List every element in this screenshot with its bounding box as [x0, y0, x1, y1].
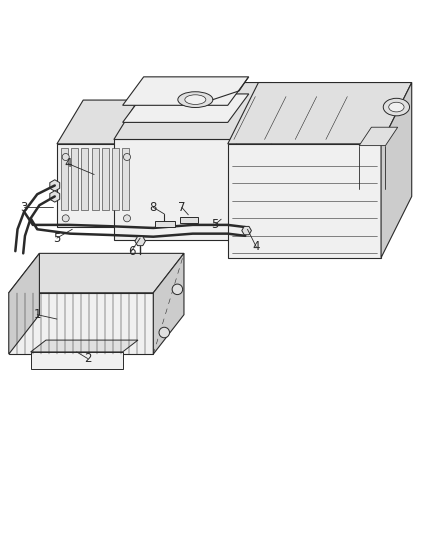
Polygon shape	[123, 77, 249, 106]
Polygon shape	[31, 340, 138, 352]
Circle shape	[124, 154, 131, 160]
Text: 4: 4	[252, 240, 260, 253]
Polygon shape	[92, 148, 99, 209]
Polygon shape	[153, 253, 184, 354]
Circle shape	[159, 327, 170, 338]
Polygon shape	[57, 100, 162, 144]
Circle shape	[62, 154, 69, 160]
Circle shape	[124, 215, 131, 222]
Text: 5: 5	[211, 219, 218, 231]
Polygon shape	[135, 237, 145, 246]
Polygon shape	[155, 221, 175, 227]
Text: 4: 4	[64, 157, 72, 170]
Polygon shape	[228, 83, 412, 144]
Text: 6: 6	[127, 245, 135, 257]
Polygon shape	[242, 227, 251, 235]
Polygon shape	[61, 148, 68, 209]
Ellipse shape	[185, 95, 206, 104]
Circle shape	[172, 284, 183, 295]
Ellipse shape	[389, 102, 404, 112]
Polygon shape	[123, 94, 249, 123]
Polygon shape	[81, 148, 88, 209]
Polygon shape	[50, 180, 60, 191]
Circle shape	[62, 215, 69, 222]
Polygon shape	[31, 352, 123, 369]
Polygon shape	[102, 148, 109, 209]
Polygon shape	[381, 83, 412, 258]
Polygon shape	[114, 140, 237, 240]
Ellipse shape	[178, 92, 213, 108]
Text: 1: 1	[33, 308, 41, 321]
Polygon shape	[359, 127, 398, 146]
Text: 3: 3	[21, 201, 28, 214]
Text: 7: 7	[178, 201, 186, 214]
Text: 2: 2	[84, 352, 92, 365]
Polygon shape	[9, 253, 184, 293]
Polygon shape	[122, 148, 129, 209]
Polygon shape	[71, 148, 78, 209]
Polygon shape	[136, 100, 162, 227]
Ellipse shape	[383, 98, 410, 116]
Polygon shape	[228, 144, 381, 258]
Polygon shape	[57, 144, 136, 227]
Text: 8: 8	[150, 201, 157, 214]
Polygon shape	[180, 217, 198, 223]
Text: 5: 5	[53, 231, 60, 245]
Polygon shape	[112, 148, 119, 209]
Polygon shape	[50, 191, 60, 202]
Polygon shape	[9, 253, 39, 354]
Polygon shape	[237, 83, 272, 240]
Polygon shape	[114, 83, 272, 140]
Polygon shape	[9, 293, 153, 354]
